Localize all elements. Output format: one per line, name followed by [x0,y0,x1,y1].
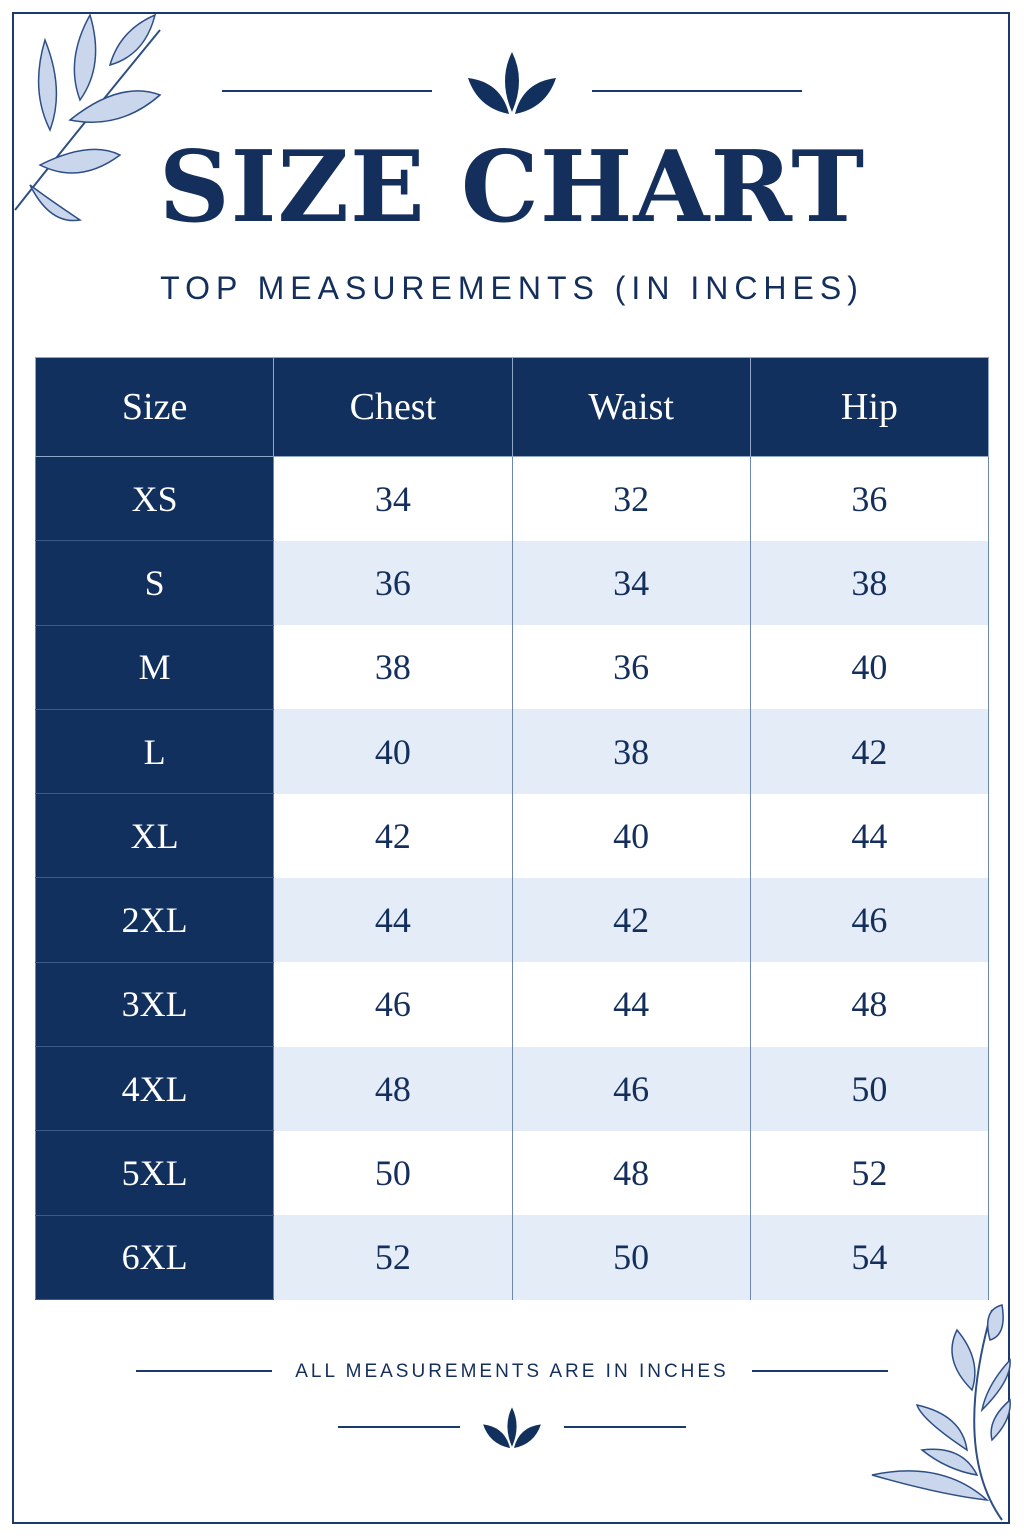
table-row: 3XL 46 44 48 [34,962,990,1048]
chest-cell: 50 [273,1130,513,1216]
column-header-chest: Chest [273,357,513,457]
hip-cell: 40 [749,625,990,710]
size-cell: 6XL [34,1215,275,1301]
page-subtitle: TOP MEASUREMENTS (IN INCHES) [160,270,864,306]
size-cell: 5XL [34,1130,275,1216]
table-row: S 36 34 38 [34,540,990,626]
page-title: SIZE CHART [158,130,866,245]
size-cell: 3XL [34,962,275,1048]
hip-cell: 42 [749,709,990,794]
hip-cell: 44 [749,793,990,878]
divider-line [564,1426,686,1428]
table-row: M 38 36 40 [34,625,990,710]
divider-line [752,1370,888,1372]
hip-cell: 52 [749,1130,990,1216]
waist-cell: 46 [511,1046,751,1131]
column-header-size: Size [34,357,275,457]
divider-line [592,90,802,92]
table-row: 4XL 48 46 50 [34,1046,990,1132]
hip-cell: 48 [749,962,990,1047]
chest-cell: 36 [273,540,513,626]
waist-cell: 34 [511,540,751,626]
chest-cell: 44 [273,877,513,963]
hip-cell: 36 [749,456,990,541]
table-row: 6XL 52 50 54 [34,1215,990,1301]
lotus-icon [468,52,556,114]
hip-cell: 50 [749,1046,990,1131]
footnote: ALL MEASUREMENTS ARE IN INCHES [295,1361,729,1382]
waist-cell: 38 [511,709,751,794]
hip-cell: 46 [749,877,990,963]
waist-cell: 50 [511,1215,751,1300]
lotus-icon [483,1407,541,1449]
waist-cell: 36 [511,625,751,710]
hip-cell: 38 [749,540,990,626]
waist-cell: 32 [511,456,751,541]
size-cell: 2XL [34,877,275,963]
column-header-hip: Hip [749,357,990,457]
page-border [12,12,1010,1524]
chest-cell: 52 [273,1215,513,1300]
size-cell: XL [34,793,275,879]
chest-cell: 38 [273,625,513,710]
chest-cell: 34 [273,456,513,541]
table-row: 2XL 44 42 46 [34,877,990,963]
hip-cell: 54 [749,1215,990,1300]
divider-line [222,90,432,92]
size-table: Size Chest Waist Hip XS 34 32 36 S 36 34… [34,357,990,1301]
size-cell: L [34,709,275,795]
table-header-row: Size Chest Waist Hip [34,357,990,457]
size-cell: M [34,625,275,710]
waist-cell: 48 [511,1130,751,1216]
table-row: 5XL 50 48 52 [34,1130,990,1216]
leaf-branch-icon [871,1304,1011,1521]
table-row: L 40 38 42 [34,709,990,795]
size-cell: XS [34,456,275,542]
waist-cell: 42 [511,877,751,963]
divider-line [338,1426,460,1428]
chest-cell: 48 [273,1046,513,1131]
leaf-branch-icon [14,13,162,222]
waist-cell: 44 [511,962,751,1047]
divider-line [136,1370,272,1372]
chest-cell: 42 [273,793,513,878]
chest-cell: 46 [273,962,513,1047]
waist-cell: 40 [511,793,751,878]
table-row: XS 34 32 36 [34,456,990,542]
column-header-waist: Waist [511,357,751,457]
chest-cell: 40 [273,709,513,794]
table-row: XL 42 40 44 [34,793,990,879]
size-cell: 4XL [34,1046,275,1132]
size-cell: S [34,540,275,626]
